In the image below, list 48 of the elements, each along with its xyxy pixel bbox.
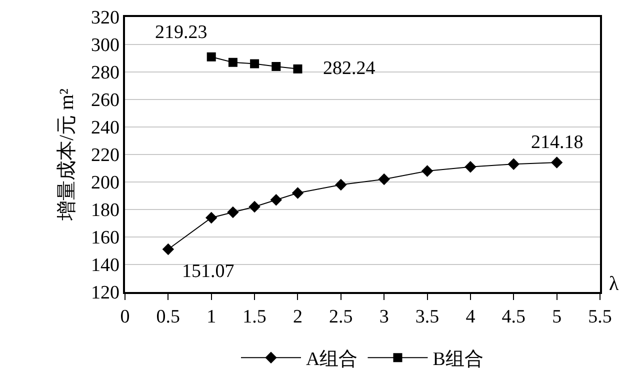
- y-tick-label: 280: [90, 62, 120, 84]
- x-tick-label: 2.5: [329, 306, 353, 328]
- point: [206, 52, 216, 62]
- point: [248, 200, 260, 213]
- point: [335, 178, 347, 191]
- point: [270, 194, 282, 206]
- x-tick-label: 1: [206, 306, 216, 328]
- point: [508, 158, 520, 170]
- point: [292, 187, 304, 199]
- point: [272, 62, 281, 71]
- y-tick-label: 180: [90, 200, 120, 222]
- x-tick-label: 4: [466, 306, 476, 328]
- x-tick-label: 4.5: [502, 306, 526, 328]
- y-tick-label: 120: [90, 282, 120, 304]
- legend-label: B组合: [432, 349, 484, 370]
- point: [227, 206, 239, 218]
- x-tick-label: 5: [552, 306, 562, 328]
- y-tick-label: 220: [90, 145, 120, 166]
- x-tick-label: 1.5: [242, 306, 266, 328]
- x-tick-label: 3.5: [415, 306, 440, 328]
- point: [228, 58, 238, 67]
- x-tick-label: 0: [120, 306, 130, 328]
- y-tick-label: 160: [90, 228, 120, 249]
- x-axis-title: λ: [609, 273, 619, 295]
- legend-label: A组合: [306, 349, 358, 370]
- y-axis-title: 增量成本/元 m²: [56, 88, 78, 222]
- point: [464, 161, 476, 173]
- y-tick-label: 320: [90, 8, 120, 29]
- point: [421, 165, 434, 177]
- annotation: 219.23: [155, 22, 208, 43]
- point: [550, 156, 563, 168]
- x-tick-label: 5.5: [588, 306, 612, 328]
- x-tick-label: 3: [379, 306, 389, 328]
- x-tick-label: 2: [292, 306, 302, 328]
- y-tick-label: 240: [90, 118, 120, 139]
- x-tick-label: 0.5: [156, 306, 180, 328]
- annotation: 151.07: [182, 261, 234, 282]
- point: [162, 243, 174, 256]
- point: [378, 173, 390, 186]
- point: [250, 59, 260, 68]
- y-tick-label: 140: [90, 255, 120, 276]
- y-tick-label: 300: [90, 35, 120, 56]
- point: [293, 64, 302, 74]
- y-tick-label: 260: [90, 90, 120, 112]
- y-tick-label: 200: [90, 172, 120, 194]
- annotation: 214.18: [531, 132, 584, 153]
- point: [206, 212, 218, 224]
- annotation: 282.24: [323, 58, 376, 79]
